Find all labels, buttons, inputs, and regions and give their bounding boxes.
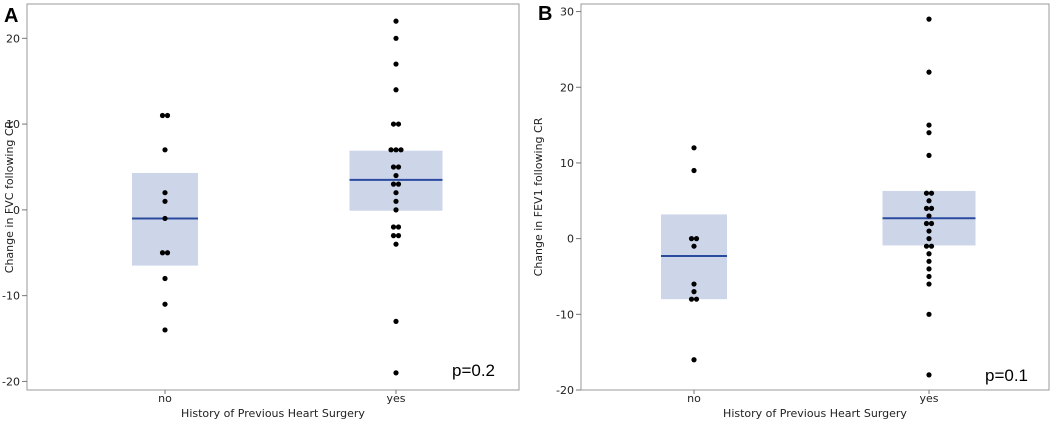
- data-point: [923, 220, 930, 227]
- y-tick-label: 10: [6, 118, 20, 131]
- data-point: [393, 370, 399, 376]
- x-tick-label: yes: [386, 392, 405, 405]
- x-tick-label: no: [158, 392, 172, 405]
- data-point: [393, 190, 399, 196]
- data-point: [926, 122, 932, 128]
- data-point: [928, 220, 935, 227]
- data-point: [393, 147, 399, 153]
- x-tick-label: yes: [919, 392, 938, 405]
- data-point: [926, 251, 932, 257]
- data-point: [393, 198, 399, 204]
- data-point: [926, 152, 932, 158]
- y-axis-label: Change in FEV1 following CR: [532, 117, 545, 276]
- data-point: [923, 205, 930, 211]
- data-point: [159, 250, 166, 256]
- data-point: [162, 275, 168, 282]
- data-point: [390, 164, 397, 170]
- data-point: [688, 236, 695, 242]
- data-point: [164, 112, 171, 119]
- y-tick-label: 20: [560, 81, 574, 94]
- y-tick-label: -10: [2, 290, 20, 303]
- p-value-annotation: p=0.1: [985, 366, 1028, 385]
- data-point: [926, 281, 932, 287]
- panel-letter: A: [4, 5, 18, 27]
- y-tick-label: 10: [560, 157, 574, 170]
- data-point: [164, 250, 171, 256]
- data-point: [926, 130, 932, 136]
- data-point: [393, 87, 399, 93]
- data-point: [691, 357, 697, 363]
- data-point: [926, 236, 932, 242]
- data-point: [691, 167, 697, 174]
- plot-frame: [26, 3, 520, 391]
- data-point: [691, 289, 697, 295]
- chart-panel-a: A -20 -10 0 10 20 no yes History of Previous Hea…: [2, 3, 520, 420]
- data-point: [926, 198, 932, 204]
- data-point: [162, 327, 168, 333]
- y-tick-label: 30: [560, 6, 574, 19]
- data-point: [388, 147, 394, 153]
- chart-panel-b: B -20 -10 0 10 20 30 no yes History of Previous H…: [532, 3, 1050, 420]
- data-point: [395, 164, 402, 170]
- data-point: [390, 224, 397, 230]
- data-point: [923, 190, 930, 196]
- data-point: [395, 181, 402, 187]
- data-point: [390, 121, 397, 127]
- data-point: [395, 121, 402, 127]
- data-point: [926, 258, 932, 264]
- data-point: [928, 243, 935, 249]
- data-point: [926, 273, 932, 280]
- data-point: [926, 228, 932, 234]
- y-tick-label: 0: [13, 204, 20, 217]
- data-point: [926, 69, 932, 75]
- data-point: [393, 172, 399, 179]
- x-tick-label: no: [687, 392, 701, 405]
- data-point: [159, 112, 166, 119]
- y-axis-label: Change in FVC following CR: [3, 120, 16, 273]
- data-point: [926, 311, 932, 317]
- x-axis-label: History of Previous Heart Surgery: [181, 407, 365, 420]
- data-point: [691, 145, 697, 151]
- data-point: [926, 16, 932, 22]
- data-point: [390, 233, 397, 239]
- p-value-annotation: p=0.2: [452, 361, 495, 380]
- data-point: [393, 35, 399, 41]
- y-tick-label: -10: [556, 308, 574, 321]
- y-tick-label: -20: [2, 375, 20, 388]
- data-point: [162, 198, 168, 204]
- data-point: [398, 147, 404, 153]
- data-point: [926, 266, 932, 272]
- data-point: [691, 281, 697, 287]
- data-point: [693, 236, 700, 242]
- x-axis-label: History of Previous Heart Surgery: [723, 407, 907, 420]
- data-point: [928, 190, 935, 196]
- y-tick-label: 20: [6, 32, 20, 45]
- data-point: [926, 213, 932, 219]
- data-point: [393, 318, 399, 324]
- data-point: [923, 243, 930, 249]
- data-point: [688, 296, 695, 302]
- data-point: [162, 147, 168, 153]
- data-point: [393, 61, 399, 67]
- data-point: [162, 215, 168, 222]
- y-tick-label: -20: [556, 384, 574, 397]
- data-point: [395, 233, 402, 239]
- data-point: [693, 296, 700, 302]
- data-point: [393, 18, 399, 24]
- data-point: [691, 243, 697, 249]
- y-tick-label: 0: [567, 233, 574, 246]
- panel-letter: B: [538, 3, 552, 25]
- data-point: [926, 372, 932, 378]
- data-point: [162, 190, 168, 196]
- data-point: [395, 224, 402, 230]
- data-point: [390, 181, 397, 187]
- data-point: [162, 301, 168, 307]
- plot-frame: [580, 3, 1050, 391]
- data-point: [393, 207, 399, 213]
- data-point: [928, 205, 935, 211]
- data-point: [393, 241, 399, 247]
